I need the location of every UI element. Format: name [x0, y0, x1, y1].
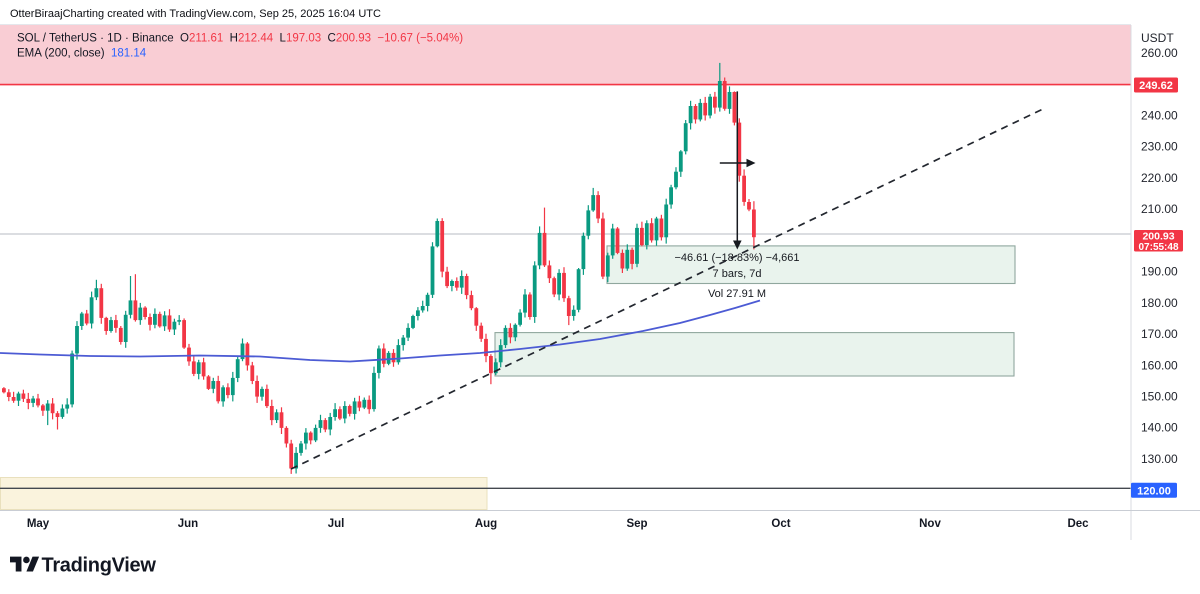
svg-text:Vol 27.91 M: Vol 27.91 M	[708, 288, 766, 300]
svg-text:220.00: 220.00	[1141, 171, 1178, 185]
svg-text:200.93: 200.93	[1142, 231, 1174, 243]
svg-text:TradingView: TradingView	[42, 555, 157, 577]
svg-text:7 bars, 7d: 7 bars, 7d	[713, 268, 762, 280]
svg-text:210.00: 210.00	[1141, 202, 1178, 216]
svg-text:SOL / TetherUS · 1D · Binance: SOL / TetherUS · 1D · Binance O211.61 H2…	[17, 33, 463, 45]
svg-text:180.00: 180.00	[1141, 296, 1178, 310]
svg-text:Nov: Nov	[919, 518, 941, 530]
svg-text:130.00: 130.00	[1141, 452, 1178, 466]
svg-text:Jun: Jun	[178, 518, 198, 530]
svg-text:260.00: 260.00	[1141, 46, 1178, 60]
svg-text:120.00: 120.00	[1137, 485, 1171, 497]
svg-text:Dec: Dec	[1067, 518, 1089, 530]
svg-text:150.00: 150.00	[1141, 390, 1178, 404]
svg-text:190.00: 190.00	[1141, 265, 1178, 279]
svg-text:OtterBiraajCharting created wi: OtterBiraajCharting created with Trading…	[10, 8, 381, 20]
svg-text:07:55:48: 07:55:48	[1138, 242, 1178, 253]
svg-text:May: May	[27, 518, 50, 530]
svg-text:EMA (200, close) 181.14: EMA (200, close) 181.14	[17, 48, 147, 60]
svg-text:Sep: Sep	[626, 518, 647, 530]
svg-text:Aug: Aug	[475, 518, 497, 530]
svg-text:170.00: 170.00	[1141, 327, 1178, 341]
svg-text:−46.61 (−18.83%) −4,661: −46.61 (−18.83%) −4,661	[674, 252, 799, 264]
svg-text:249.62: 249.62	[1139, 80, 1173, 92]
svg-text:160.00: 160.00	[1141, 358, 1178, 372]
svg-text:240.00: 240.00	[1141, 109, 1178, 123]
svg-text:140.00: 140.00	[1141, 421, 1178, 435]
svg-text:Jul: Jul	[328, 518, 345, 530]
svg-text:USDT: USDT	[1141, 31, 1174, 45]
svg-text:Oct: Oct	[771, 518, 790, 530]
svg-text:230.00: 230.00	[1141, 140, 1178, 154]
